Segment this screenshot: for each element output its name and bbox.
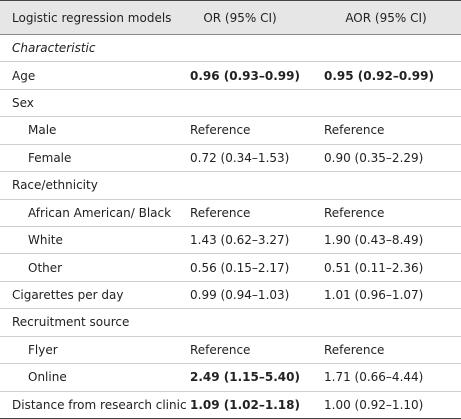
or-cell: 0.56 (0.15–2.17) xyxy=(190,260,290,275)
or-cell: 1.43 (0.62–3.27) xyxy=(190,233,290,248)
table-row: Distance from research clinic 1.09 (1.02–… xyxy=(0,392,461,419)
table-row: Male Reference Reference xyxy=(0,117,461,145)
row-label: Distance from research clinic xyxy=(12,397,187,412)
aor-cell: 1.90 (0.43–8.49) xyxy=(324,233,424,248)
aor-cell: Reference xyxy=(324,123,385,138)
table-row: Age 0.96 (0.93–0.99) 0.95 (0.92–0.99) xyxy=(0,62,461,90)
row-label: White xyxy=(28,233,63,248)
aor-cell: 0.95 (0.92–0.99) xyxy=(324,68,434,83)
or-cell: Reference xyxy=(190,123,251,138)
or-cell: 0.99 (0.94–1.03) xyxy=(190,288,290,303)
row-label: Age xyxy=(12,68,36,83)
row-label: Online xyxy=(28,370,67,385)
header-cell: AOR (95% CI) xyxy=(345,10,427,25)
table-row: Online 2.49 (1.15–5.40) 1.71 (0.66–4.44) xyxy=(0,364,461,392)
table-row: Sex xyxy=(0,90,461,118)
table-row: Cigarettes per day 0.99 (0.94–1.03) 1.01 (… xyxy=(0,282,461,310)
aor-cell: 1.71 (0.66–4.44) xyxy=(324,370,424,385)
header-cell: OR (95% CI) xyxy=(203,10,277,25)
aor-cell: Reference xyxy=(324,342,385,357)
aor-cell: 0.90 (0.35–2.29) xyxy=(324,150,424,165)
or-cell: 0.96 (0.93–0.99) xyxy=(190,68,300,83)
table-row: Recruitment source xyxy=(0,309,461,337)
aor-cell: Reference xyxy=(324,205,385,220)
header-cell: Logistic regression models xyxy=(12,10,172,25)
row-label: African American/ Black xyxy=(28,205,172,220)
row-label: Recruitment source xyxy=(12,315,130,330)
table-row: Flyer Reference Reference xyxy=(0,337,461,365)
or-cell: Reference xyxy=(190,342,251,357)
table-row: Other 0.56 (0.15–2.17) 0.51 (0.11–2.36) xyxy=(0,254,461,282)
table-row: Female 0.72 (0.34–1.53) 0.90 (0.35–2.29) xyxy=(0,145,461,173)
table-row: African American/ Black Reference Referenc… xyxy=(0,200,461,227)
row-label: Characteristic xyxy=(12,41,96,56)
table-row: Race/ethnicity xyxy=(0,172,461,200)
aor-cell: 1.01 (0.96–1.07) xyxy=(324,288,424,303)
or-cell: 2.49 (1.15–5.40) xyxy=(190,370,300,385)
table-row: White 1.43 (0.62–3.27) 1.90 (0.43–8.49) xyxy=(0,227,461,255)
aor-cell: 0.51 (0.11–2.36) xyxy=(324,260,424,275)
row-label: Sex xyxy=(12,96,34,111)
row-label: Female xyxy=(28,150,72,165)
header-row: Logistic regression models OR (95% CI) AOR… xyxy=(0,0,461,35)
or-cell: 0.72 (0.34–1.53) xyxy=(190,150,290,165)
row-label: Male xyxy=(28,123,57,138)
table-row: Characteristic xyxy=(0,35,461,63)
row-label: Flyer xyxy=(28,342,58,357)
row-label: Other xyxy=(28,260,63,275)
row-label: Race/ethnicity xyxy=(12,178,98,193)
row-label: Cigarettes per day xyxy=(12,288,124,303)
aor-cell: 1.00 (0.92–1.10) xyxy=(324,397,424,412)
or-cell: Reference xyxy=(190,205,251,220)
or-cell: 1.09 (1.02–1.18) xyxy=(190,397,300,412)
